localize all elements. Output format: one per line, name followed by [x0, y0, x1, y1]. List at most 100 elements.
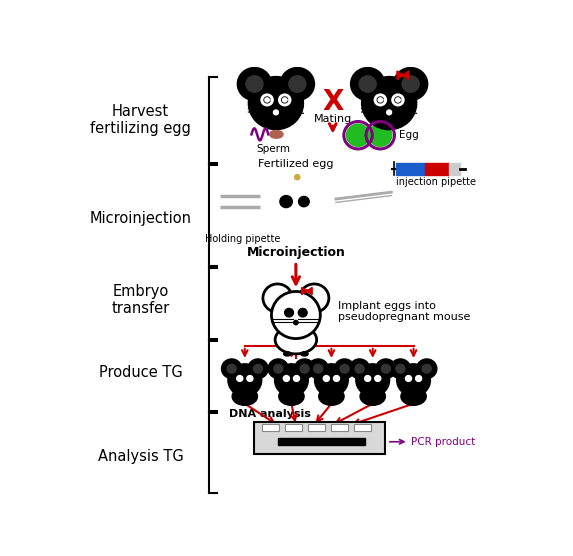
Text: PCR product: PCR product	[390, 437, 476, 447]
Circle shape	[227, 364, 236, 373]
Circle shape	[263, 284, 292, 312]
Circle shape	[390, 359, 410, 379]
Circle shape	[222, 359, 242, 379]
Circle shape	[364, 375, 371, 381]
Circle shape	[394, 67, 427, 101]
Circle shape	[253, 364, 262, 373]
Circle shape	[280, 67, 315, 101]
Circle shape	[300, 364, 309, 373]
Polygon shape	[307, 287, 312, 295]
Text: Holding pipette: Holding pipette	[205, 234, 280, 244]
Text: Analysis TG: Analysis TG	[97, 449, 183, 464]
Text: Microinjection: Microinjection	[89, 211, 191, 226]
Ellipse shape	[319, 388, 344, 405]
Circle shape	[417, 359, 437, 379]
Circle shape	[248, 359, 268, 379]
Circle shape	[387, 110, 391, 115]
Circle shape	[280, 196, 292, 207]
Ellipse shape	[275, 326, 317, 354]
Text: Egg: Egg	[399, 130, 419, 140]
Bar	[449, 162, 460, 175]
Text: injection pipette: injection pipette	[396, 177, 476, 187]
Circle shape	[300, 284, 329, 312]
Circle shape	[237, 67, 272, 101]
Bar	[354, 424, 371, 431]
Ellipse shape	[360, 388, 386, 405]
Polygon shape	[301, 287, 307, 295]
Ellipse shape	[270, 131, 283, 138]
Circle shape	[246, 76, 263, 92]
Text: Mating: Mating	[313, 114, 352, 124]
Circle shape	[396, 364, 405, 373]
Circle shape	[248, 77, 304, 130]
Ellipse shape	[301, 352, 308, 356]
Bar	[254, 422, 384, 454]
Circle shape	[295, 359, 315, 379]
Bar	[278, 438, 364, 445]
Circle shape	[299, 196, 309, 207]
Text: Produce TG: Produce TG	[99, 365, 182, 380]
Polygon shape	[403, 71, 409, 80]
Text: DNA analysis: DNA analysis	[229, 409, 311, 419]
Circle shape	[359, 76, 376, 92]
Circle shape	[323, 375, 329, 381]
Text: Sperm: Sperm	[257, 144, 291, 154]
Polygon shape	[397, 71, 403, 80]
Circle shape	[392, 94, 404, 106]
Circle shape	[247, 375, 253, 381]
Circle shape	[406, 375, 411, 381]
Circle shape	[340, 364, 349, 373]
Circle shape	[295, 175, 300, 180]
Ellipse shape	[401, 388, 426, 405]
Circle shape	[356, 364, 390, 396]
Circle shape	[299, 309, 307, 317]
Circle shape	[305, 290, 308, 292]
Circle shape	[374, 94, 386, 106]
Text: Microinjection: Microinjection	[246, 246, 346, 259]
Circle shape	[293, 375, 300, 381]
Circle shape	[237, 375, 243, 381]
Text: Implant eggs into
pseudopregnant mouse: Implant eggs into pseudopregnant mouse	[338, 301, 470, 322]
Circle shape	[272, 291, 320, 339]
Circle shape	[274, 364, 308, 396]
Circle shape	[315, 364, 348, 396]
Circle shape	[397, 364, 430, 396]
Circle shape	[415, 375, 422, 381]
Bar	[308, 424, 325, 431]
Ellipse shape	[279, 388, 304, 405]
Ellipse shape	[232, 388, 257, 405]
Circle shape	[273, 110, 278, 115]
Bar	[285, 424, 301, 431]
Circle shape	[355, 364, 364, 373]
Circle shape	[368, 124, 392, 146]
Circle shape	[376, 359, 396, 379]
Text: Harvest
fertilizing egg: Harvest fertilizing egg	[90, 104, 191, 136]
Circle shape	[285, 309, 293, 317]
Bar	[425, 162, 449, 175]
Circle shape	[402, 74, 405, 77]
Circle shape	[333, 375, 340, 381]
Circle shape	[228, 364, 262, 396]
Circle shape	[375, 375, 381, 381]
Circle shape	[294, 320, 298, 325]
Circle shape	[362, 77, 417, 130]
Circle shape	[313, 364, 323, 373]
Circle shape	[268, 359, 288, 379]
Circle shape	[283, 375, 289, 381]
Text: Fertilized egg: Fertilized egg	[258, 160, 333, 170]
Circle shape	[308, 359, 328, 379]
Bar	[262, 424, 278, 431]
Circle shape	[278, 94, 291, 106]
Circle shape	[289, 76, 306, 92]
Circle shape	[261, 94, 273, 106]
Circle shape	[351, 67, 384, 101]
Circle shape	[350, 359, 370, 379]
Circle shape	[402, 76, 419, 92]
Bar	[331, 424, 348, 431]
Text: X: X	[322, 88, 343, 116]
Ellipse shape	[284, 352, 291, 356]
Circle shape	[347, 124, 370, 146]
Bar	[396, 162, 425, 175]
Circle shape	[381, 364, 390, 373]
Circle shape	[422, 364, 431, 373]
